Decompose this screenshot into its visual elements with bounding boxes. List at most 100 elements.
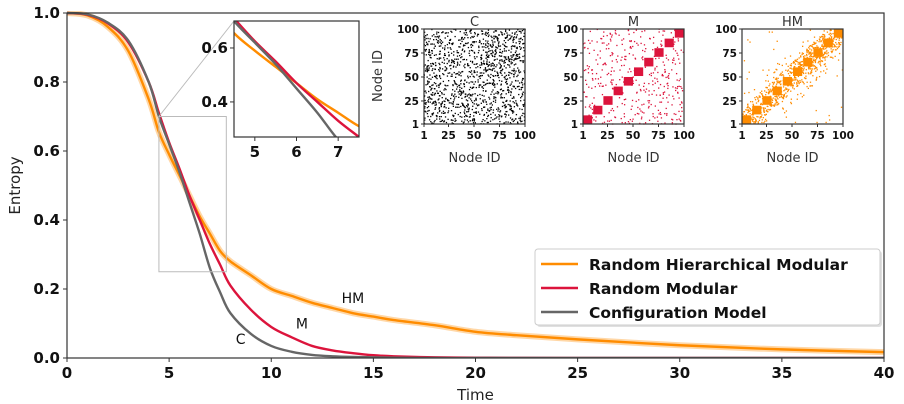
adjacency-dot: [487, 109, 489, 111]
adjacency-dot: [652, 115, 654, 118]
adjacency-dot: [623, 98, 626, 101]
adjacency-dot: [431, 114, 434, 116]
adjacency-dot: [452, 43, 454, 45]
adjacency-dot: [609, 55, 612, 57]
adjacency-dot: [664, 71, 666, 73]
adjacency-dot: [487, 46, 489, 48]
adjacency-dot: [656, 116, 659, 118]
adjacency-dot: [465, 29, 467, 31]
adjacency-dot: [623, 104, 626, 106]
adjacency-dot: [761, 93, 763, 96]
adjacency-dot: [463, 51, 466, 53]
adjacency-dot: [454, 81, 456, 83]
adjacency-dot: [485, 32, 487, 34]
adjacency-dot: [838, 43, 840, 45]
adjacency-dot: [454, 120, 456, 123]
adjacency-dot: [452, 84, 454, 86]
adjacency-dot: [477, 33, 480, 36]
adjacency-dot: [515, 63, 517, 65]
adjacency-dot: [488, 34, 490, 36]
adjacency-dot: [517, 105, 519, 107]
adjacency-dot: [814, 46, 816, 49]
adjacency-dot: [672, 43, 674, 45]
adjacency-dot: [493, 65, 495, 67]
adjacency-dot: [440, 120, 443, 122]
adjacency-dot: [676, 79, 678, 81]
adjacency-dot: [608, 112, 610, 114]
adjacency-dot: [504, 72, 506, 74]
adjacency-dot: [792, 78, 794, 80]
adjacency-dot: [836, 30, 839, 32]
adjacency-dot: [820, 71, 822, 73]
adjacency-dot: [830, 29, 832, 31]
adjacency-dot: [490, 35, 492, 37]
adjacency-dot: [810, 68, 812, 70]
adjacency-dot: [752, 103, 754, 105]
adjacency-dot: [493, 64, 496, 66]
adjacency-dot: [473, 103, 475, 105]
adjacency-dot: [463, 106, 466, 108]
adjacency-dot: [797, 70, 800, 72]
adjacency-dot: [679, 62, 681, 64]
adjacency-dot: [795, 78, 797, 80]
adjacency-dot: [747, 115, 750, 117]
adjacency-dot: [755, 102, 758, 104]
adjacency-dot: [636, 42, 638, 44]
adjacency-dot: [484, 43, 487, 45]
adjacency-dot: [500, 97, 502, 99]
adjacency-dot: [471, 95, 473, 97]
adjacency-dot: [802, 55, 805, 58]
adjacency-dot: [487, 115, 489, 118]
adjacency-dot: [792, 79, 794, 81]
adjacency-dot: [603, 42, 605, 44]
adjacency-dot: [815, 79, 817, 81]
adjacency-dot: [783, 77, 785, 79]
adjacency-dot: [430, 54, 432, 56]
adjacency-dot: [785, 78, 787, 80]
adjacency-dot: [424, 102, 426, 105]
adjacency-dot: [494, 35, 497, 37]
adjacency-dot: [446, 57, 448, 60]
adjacency-dot: [446, 62, 448, 65]
adjacency-dot: [809, 48, 811, 50]
adjacency-dot: [768, 85, 770, 87]
adjacency-dot: [810, 73, 812, 75]
adjacency-dot: [775, 99, 777, 101]
adjacency-dot: [812, 60, 814, 63]
adjacency-dot: [826, 41, 828, 43]
adjacency-dot: [463, 111, 465, 113]
adjacency-dot: [779, 81, 781, 83]
adjacency-dot: [426, 71, 429, 73]
adjacency-dot: [809, 57, 812, 60]
adjacency-dot: [438, 58, 440, 60]
adjacency-dot: [492, 100, 495, 103]
adjacency-dot: [650, 74, 652, 77]
adjacency-dot: [630, 47, 632, 49]
adjacency-dot: [758, 106, 760, 108]
adjacency-dot: [522, 112, 524, 115]
adjacency-dot: [637, 106, 639, 109]
y-tick-label: 1.0: [33, 4, 60, 22]
adjacency-dot: [807, 67, 810, 69]
adjacency-dot: [438, 69, 440, 71]
adjacency-dot: [491, 39, 493, 42]
adjacency-dot: [433, 43, 435, 45]
adjacency-dot: [810, 72, 812, 74]
adjacency-dot: [825, 46, 828, 48]
adjacency-dot: [488, 64, 491, 66]
adjacency-dot: [453, 115, 455, 117]
adjacency-dot: [817, 62, 819, 64]
adjacency-dot: [423, 31, 426, 33]
adjacency-dot: [425, 84, 427, 86]
adjacency-dot: [490, 113, 492, 115]
panel-x-tick-label: 25: [600, 130, 615, 142]
adjacency-dot: [796, 58, 799, 60]
adjacency-dot: [618, 34, 620, 36]
adjacency-dot: [510, 63, 512, 65]
adjacency-dot: [473, 70, 476, 72]
adjacency-dot: [499, 115, 501, 117]
adjacency-dot: [520, 60, 522, 62]
adjacency-dot: [490, 106, 492, 109]
adjacency-dot: [806, 65, 808, 67]
